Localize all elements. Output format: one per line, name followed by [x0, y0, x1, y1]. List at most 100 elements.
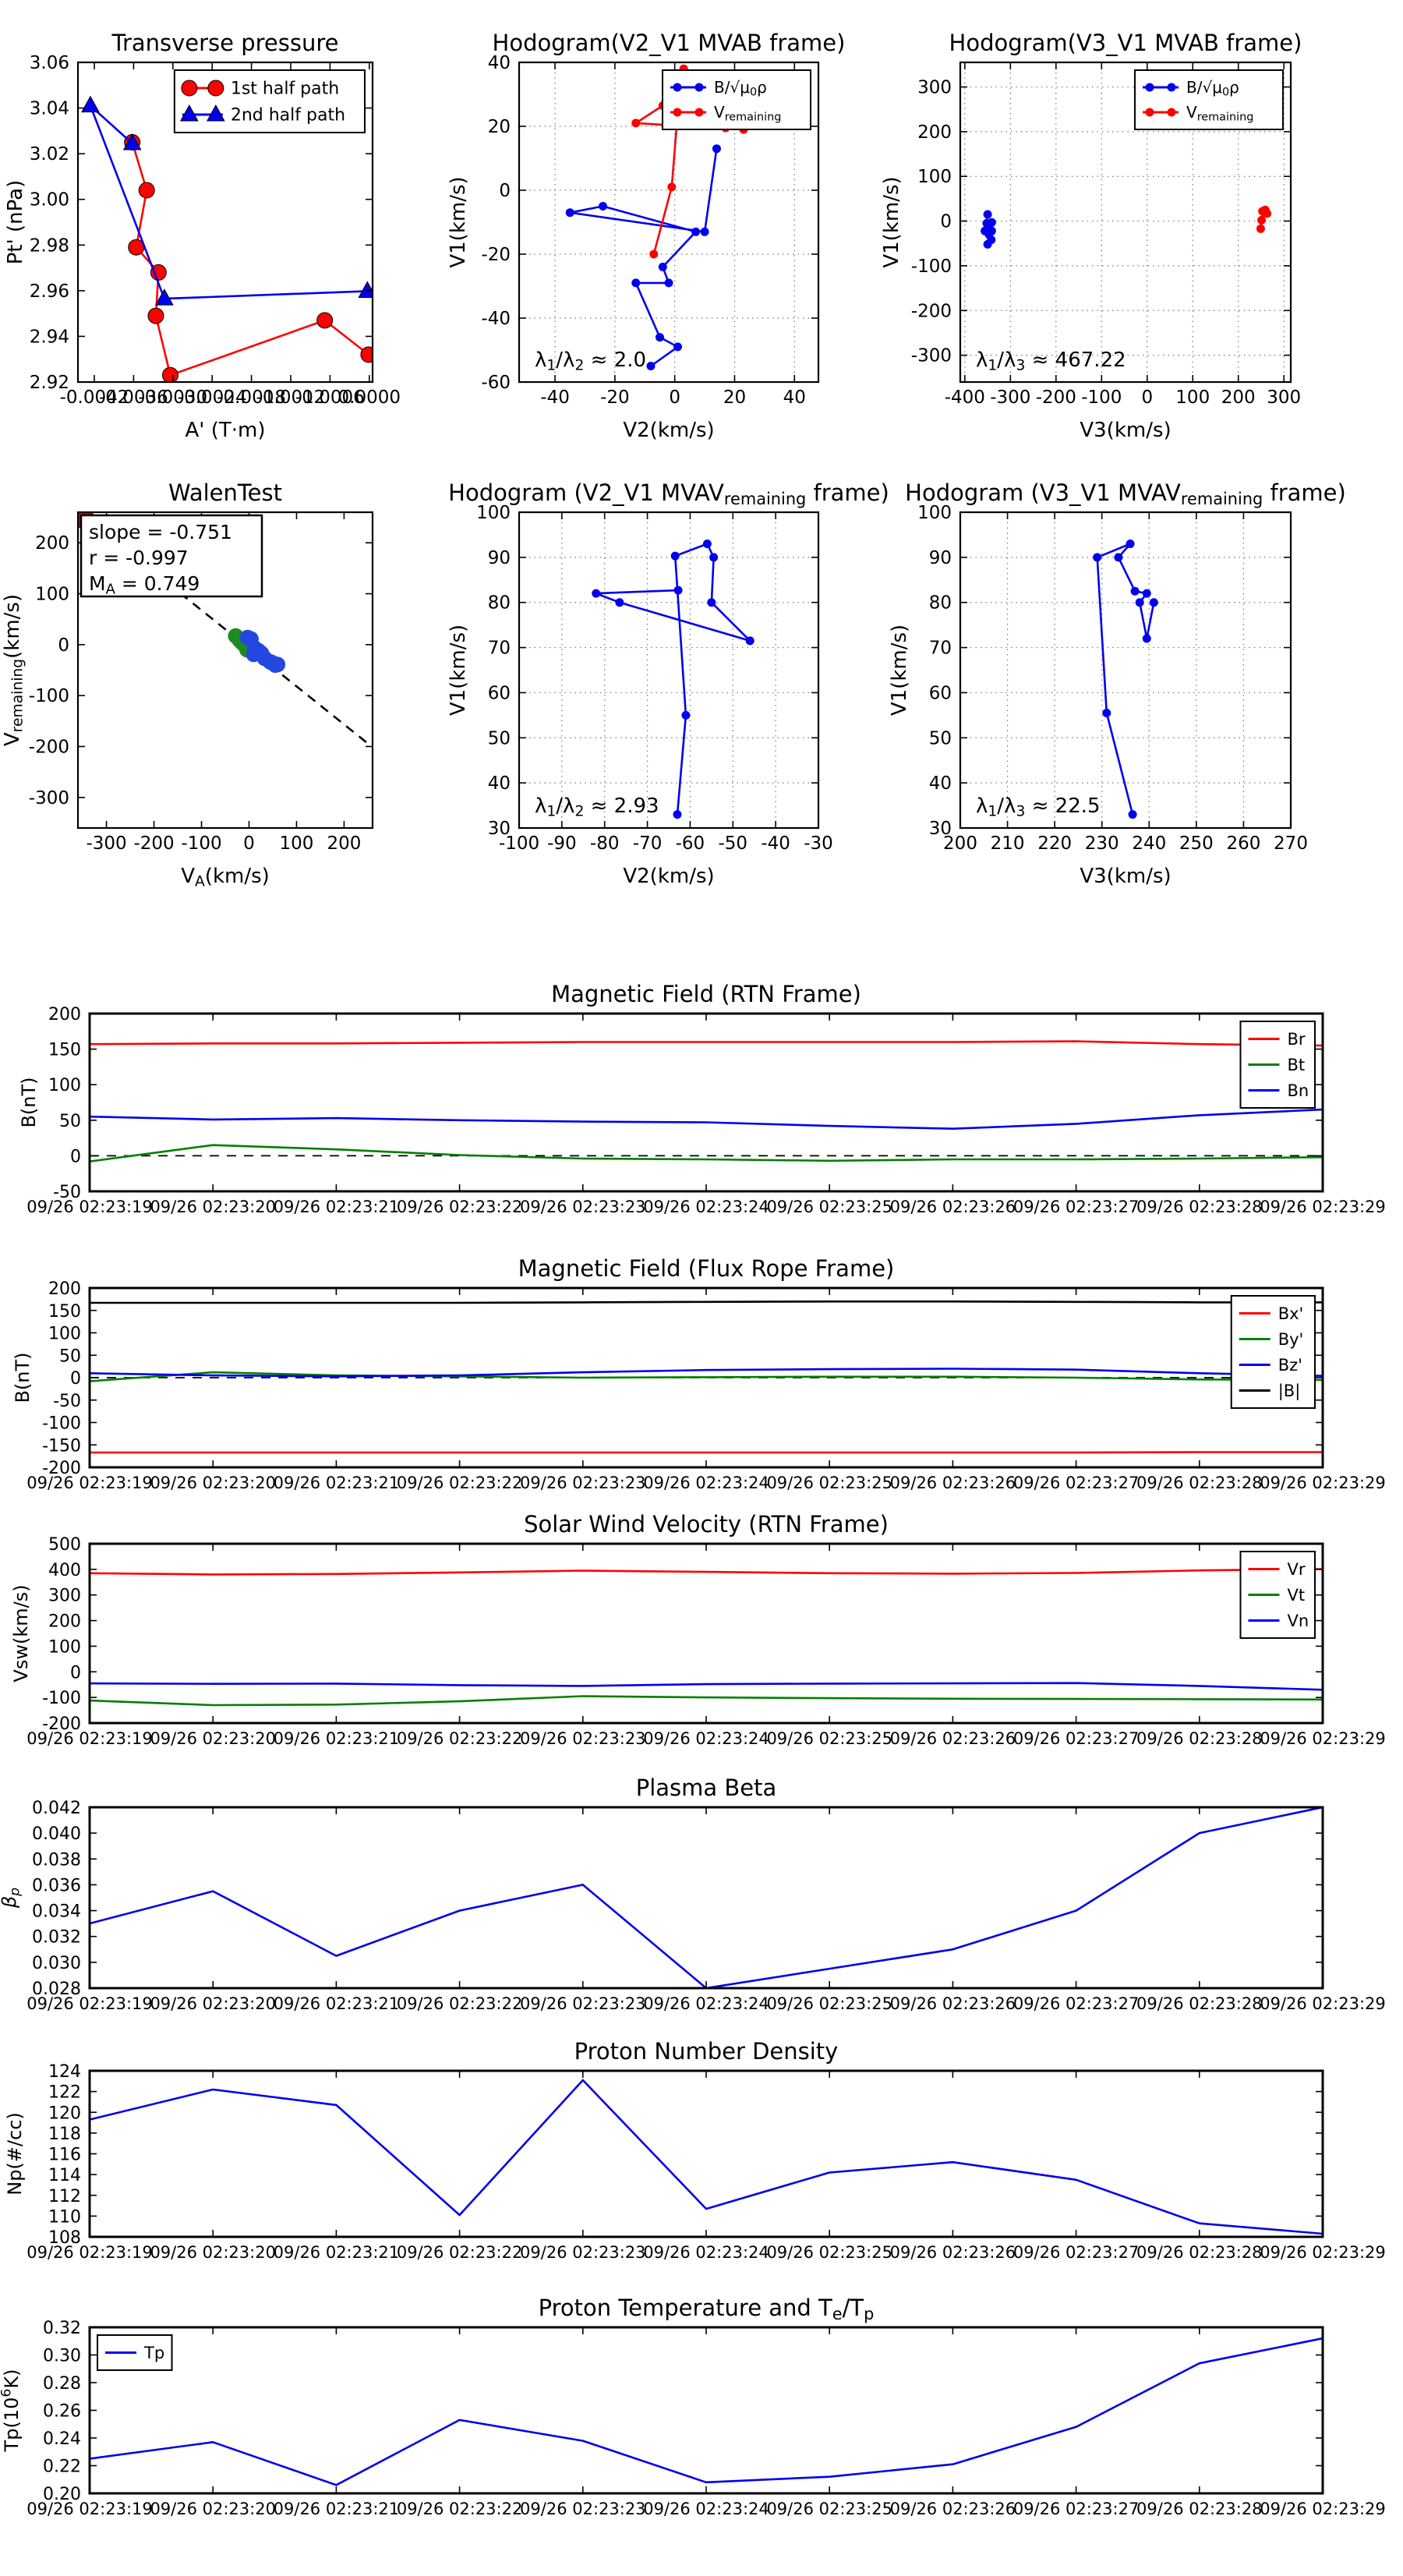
svg-text:0: 0 — [669, 387, 680, 408]
marker-dot — [631, 119, 641, 128]
svg-text:2.96: 2.96 — [30, 281, 69, 302]
marker-dot — [681, 710, 691, 720]
marker-dot — [615, 598, 624, 607]
marker-dot — [1257, 215, 1267, 225]
legend: Br Bt Bn — [1239, 1021, 1316, 1109]
panel-hodogram-v2v1-mvav: -100 -90 -80 -70 -60 -50 -40 -30 30 40 50 60 70 80 90 1… — [447, 479, 889, 888]
marker-dot — [658, 262, 667, 271]
svg-text:09/26 02:23:25: 09/26 02:23:25 — [766, 1198, 892, 1216]
svg-text:09/26 02:23:19: 09/26 02:23:19 — [27, 1474, 153, 1492]
marker-triangle — [155, 288, 174, 306]
svg-text:09/26 02:23:24: 09/26 02:23:24 — [643, 1729, 769, 1748]
axes-frame — [518, 61, 820, 384]
marker-dot — [673, 108, 682, 117]
marker-dot — [1167, 83, 1176, 92]
svg-text:118: 118 — [48, 2125, 81, 2144]
series-group — [78, 512, 373, 748]
svg-text:-0.0006: -0.0006 — [295, 387, 365, 408]
legend-label: Vt — [1287, 1586, 1305, 1605]
svg-text:09/26 02:23:26: 09/26 02:23:26 — [890, 1994, 1016, 2013]
marker-dot — [1256, 224, 1265, 233]
series-group — [90, 1807, 1323, 1988]
svg-text:-300: -300 — [29, 788, 69, 809]
svg-text:-200: -200 — [133, 833, 174, 854]
svg-text:200: 200 — [48, 1005, 81, 1024]
svg-text:100: 100 — [1175, 387, 1210, 408]
svg-text:-200: -200 — [911, 301, 952, 321]
legend-label: Vr — [1287, 1560, 1305, 1579]
x-axis-label: A' (T·m) — [186, 419, 266, 442]
svg-text:09/26 02:23:24: 09/26 02:23:24 — [643, 2500, 769, 2518]
svg-text:-70: -70 — [633, 833, 663, 854]
svg-text:-200: -200 — [29, 737, 69, 757]
svg-text:09/26 02:23:19: 09/26 02:23:19 — [27, 1198, 153, 1216]
ticks — [960, 62, 1291, 382]
marker-dot — [646, 362, 656, 370]
stats-line: MA = 0.749 — [89, 572, 200, 598]
svg-text:-300: -300 — [911, 346, 952, 366]
marker-dot — [565, 208, 574, 218]
legend-label: Bz' — [1278, 1356, 1302, 1375]
svg-text:0.030: 0.030 — [32, 1954, 81, 1973]
svg-text:400: 400 — [48, 1561, 81, 1580]
svg-text:-0.0030: -0.0030 — [138, 387, 207, 408]
series-group — [90, 2079, 1323, 2235]
y-axis-label: V1(km/s) — [447, 625, 470, 716]
panel-title: Magnetic Field (RTN Frame) — [551, 981, 861, 1007]
svg-text:-60: -60 — [676, 833, 705, 854]
svg-text:30: 30 — [929, 819, 952, 839]
svg-text:0: 0 — [499, 181, 511, 201]
plot-background — [90, 1807, 1323, 1988]
svg-text:-200: -200 — [42, 1459, 81, 1478]
y-axis-label: B(nT) — [18, 1077, 40, 1127]
plot-background — [90, 2327, 1323, 2493]
svg-text:09/26 02:23:25: 09/26 02:23:25 — [766, 2243, 892, 2262]
x-axis-label: V2(km/s) — [623, 419, 714, 442]
svg-text:20: 20 — [488, 117, 511, 137]
svg-text:09/26 02:23:28: 09/26 02:23:28 — [1136, 1198, 1263, 1216]
svg-text:3.04: 3.04 — [30, 99, 69, 119]
legend-label: B/√μ0ρ — [1186, 78, 1239, 99]
svg-text:09/26 02:23:28: 09/26 02:23:28 — [1136, 1994, 1263, 2013]
svg-text:0: 0 — [940, 212, 952, 232]
panel-title: Solar Wind Velocity (RTN Frame) — [524, 1511, 889, 1537]
legend-label: Tp — [143, 2344, 164, 2362]
panel-title: Hodogram(V2_V1 MVAB frame) — [493, 30, 846, 56]
ticks — [89, 2327, 1323, 2494]
marker-dot — [1167, 108, 1176, 117]
svg-text:200: 200 — [48, 1279, 81, 1299]
svg-text:80: 80 — [488, 593, 511, 614]
svg-text:09/26 02:23:25: 09/26 02:23:25 — [766, 1729, 892, 1748]
svg-text:0.034: 0.034 — [32, 1902, 81, 1922]
svg-text:3.06: 3.06 — [30, 53, 69, 73]
svg-text:70: 70 — [488, 639, 511, 659]
stats-line: r = -0.997 — [89, 547, 189, 569]
svg-text:3.00: 3.00 — [30, 190, 69, 211]
x-axis-label: V3(km/s) — [1080, 865, 1171, 888]
svg-text:200: 200 — [35, 533, 69, 554]
series-vt — [90, 1695, 1323, 1707]
panel-title: Proton Number Density — [574, 2038, 839, 2065]
svg-text:116: 116 — [48, 2146, 81, 2165]
svg-text:112: 112 — [48, 2187, 81, 2206]
series-group — [90, 1300, 1323, 1454]
svg-text:200: 200 — [48, 1612, 81, 1632]
svg-text:260: 260 — [1226, 833, 1260, 854]
svg-text:0: 0 — [70, 1369, 81, 1389]
svg-text:100: 100 — [48, 1637, 81, 1657]
svg-text:09/26 02:23:26: 09/26 02:23:26 — [890, 1729, 1016, 1748]
svg-text:0: 0 — [70, 1663, 81, 1683]
ticks — [89, 1287, 1323, 1468]
series-group — [1093, 540, 1158, 819]
svg-text:230: 230 — [1085, 833, 1119, 854]
legend-label: Vremaining — [714, 103, 781, 124]
svg-text:09/26 02:23:20: 09/26 02:23:20 — [150, 1994, 276, 2013]
tick-labels: -300 -200 -100 0 100 200 -300 -200 -100 0 100 200 — [29, 533, 362, 854]
svg-text:0.028: 0.028 — [32, 1980, 81, 1999]
svg-text:09/26 02:23:19: 09/26 02:23:19 — [27, 1729, 153, 1748]
